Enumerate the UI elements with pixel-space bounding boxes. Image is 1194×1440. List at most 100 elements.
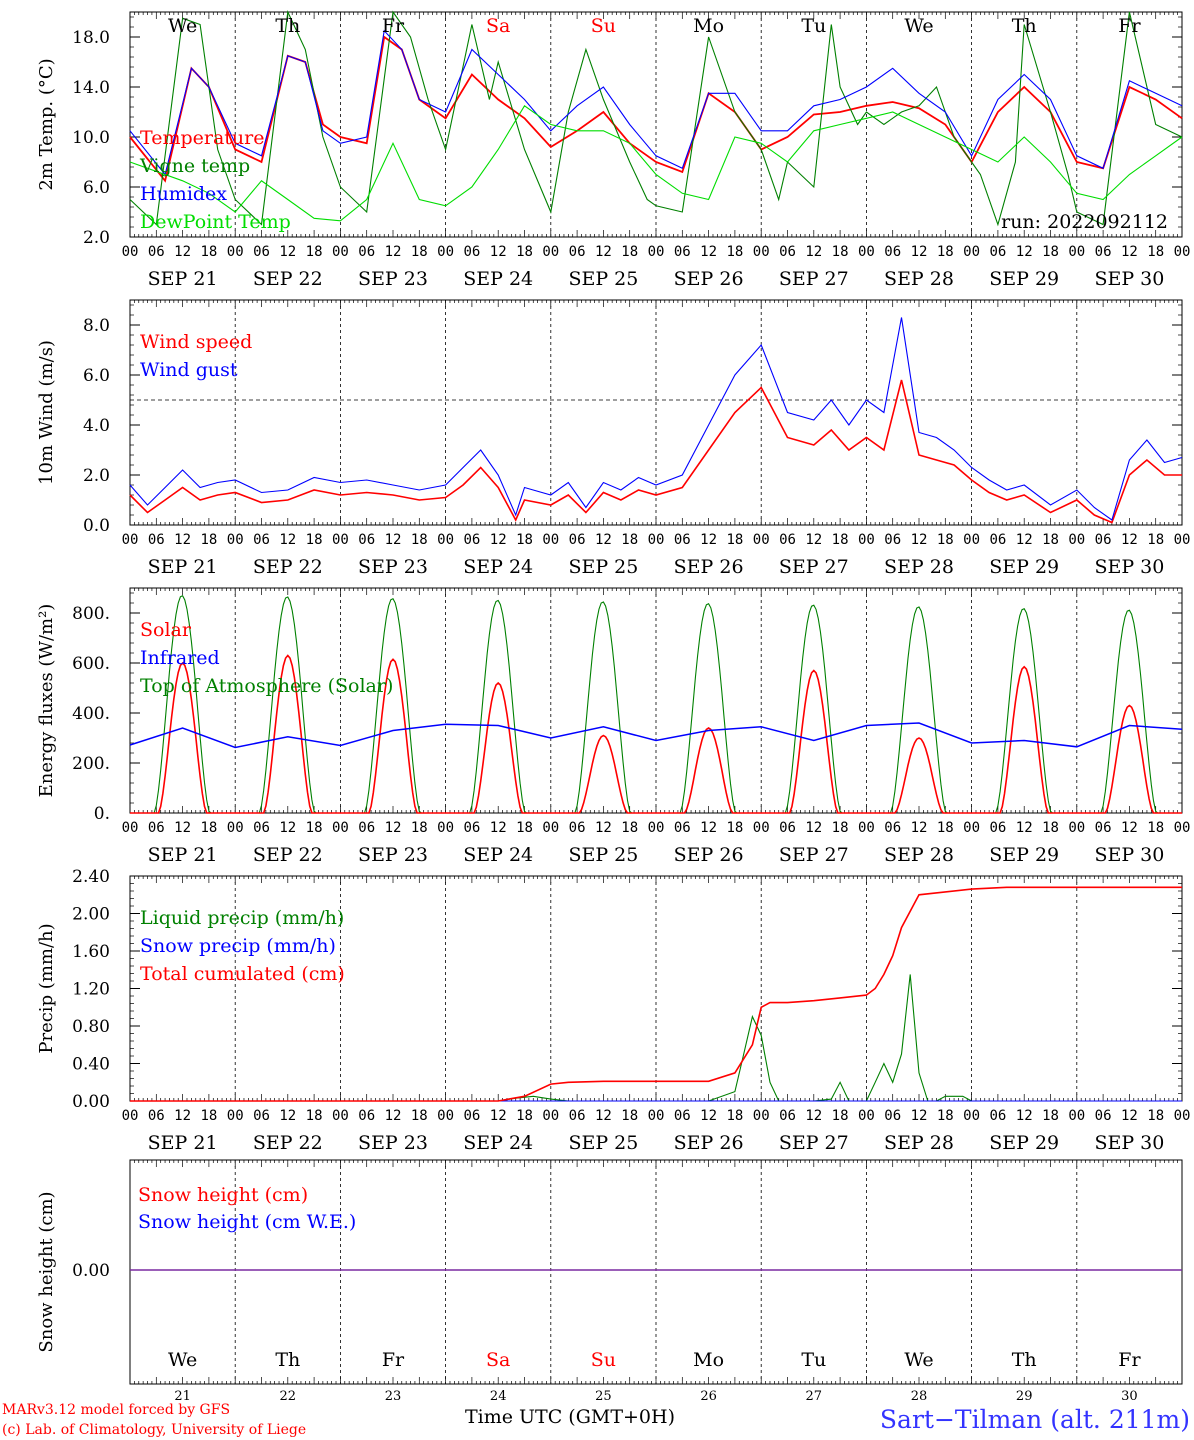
date-label: SEP 23 <box>358 556 428 578</box>
hour-tick-label: 12 <box>911 820 928 836</box>
panel-frame <box>129 587 1183 814</box>
day-number: 28 <box>911 1389 928 1404</box>
weekday-label-bottom: Sa <box>486 1349 510 1371</box>
day-number: 27 <box>806 1389 823 1404</box>
hour-tick-label: 18 <box>621 532 638 548</box>
day-number: 26 <box>700 1389 717 1404</box>
hour-tick-label: 18 <box>1042 532 1059 548</box>
y-tick-label: 0.80 <box>72 1017 110 1037</box>
hour-tick-label: 18 <box>1147 532 1164 548</box>
day-number: 30 <box>1121 1389 1138 1404</box>
hour-tick-label: 00 <box>1174 1108 1191 1124</box>
hour-tick-label: 12 <box>279 532 296 548</box>
series-wind_speed <box>129 379 1182 524</box>
hour-tick-label: 12 <box>805 1108 822 1124</box>
hour-tick-label: 12 <box>700 820 717 836</box>
hour-tick-label: 06 <box>674 244 691 260</box>
day-number: 25 <box>595 1389 612 1404</box>
weekday-label: Th <box>275 15 300 37</box>
hour-tick-label: 06 <box>569 820 586 836</box>
weekday-label: Th <box>1012 15 1037 37</box>
hour-tick-label: 18 <box>726 1108 743 1124</box>
hour-tick-label: 18 <box>726 244 743 260</box>
hour-tick-label: 18 <box>937 532 954 548</box>
hour-tick-label: 12 <box>805 244 822 260</box>
footer-line-2: (c) Lab. of Climatology, University of L… <box>2 1422 306 1438</box>
weekday-label-bottom: Tu <box>801 1349 826 1371</box>
hour-tick-label: 06 <box>884 1108 901 1124</box>
hour-tick-label: 12 <box>385 532 402 548</box>
panel-frame <box>129 299 1183 526</box>
hour-tick-label: 18 <box>832 532 849 548</box>
day-number: 23 <box>385 1389 402 1404</box>
hour-tick-label: 12 <box>490 820 507 836</box>
hour-tick-label: 18 <box>306 244 323 260</box>
hour-tick-label: 00 <box>753 244 770 260</box>
weekday-label: We <box>168 15 197 37</box>
hour-tick-label: 00 <box>1174 820 1191 836</box>
hour-tick-label: 18 <box>832 1108 849 1124</box>
date-label: SEP 21 <box>148 556 218 578</box>
date-label: SEP 28 <box>884 268 954 290</box>
hour-tick-label: 18 <box>726 820 743 836</box>
date-label: SEP 24 <box>463 1132 533 1154</box>
day-number: 22 <box>280 1389 297 1404</box>
hour-tick-label: 18 <box>621 820 638 836</box>
hour-tick-label: 00 <box>858 1108 875 1124</box>
hour-tick-label: 18 <box>1042 244 1059 260</box>
hour-tick-label: 06 <box>989 244 1006 260</box>
y-tick-label: 1.60 <box>72 942 110 962</box>
hour-tick-label: 12 <box>911 1108 928 1124</box>
hour-tick-label: 00 <box>858 820 875 836</box>
y-tick-label: 0.00 <box>72 1261 110 1281</box>
weekday-label-bottom: Mo <box>693 1349 724 1371</box>
hour-tick-label: 12 <box>595 244 612 260</box>
hour-tick-label: 18 <box>411 820 428 836</box>
series-cumul <box>130 886 1182 1102</box>
hour-tick-label: 06 <box>253 820 270 836</box>
hour-tick-label: 18 <box>516 532 533 548</box>
hour-tick-label: 12 <box>1121 1108 1138 1124</box>
hour-tick-label: 12 <box>595 820 612 836</box>
y-tick-label: 6.0 <box>83 178 110 198</box>
date-label: SEP 23 <box>358 268 428 290</box>
series-vigne <box>129 10 1183 227</box>
hour-tick-label: 00 <box>542 532 559 548</box>
hour-tick-label: 12 <box>1121 820 1138 836</box>
hour-tick-label: 18 <box>200 532 217 548</box>
date-label: SEP 29 <box>989 844 1059 866</box>
hour-tick-label: 18 <box>1147 820 1164 836</box>
date-label: SEP 27 <box>779 556 849 578</box>
hour-tick-label: 06 <box>463 1108 480 1124</box>
hour-tick-label: 06 <box>358 244 375 260</box>
hour-tick-label: 00 <box>963 244 980 260</box>
weekday-label: Sa <box>486 15 510 37</box>
hour-tick-label: 12 <box>279 820 296 836</box>
hour-tick-label: 00 <box>648 532 665 548</box>
panel-frame <box>129 11 1183 238</box>
hour-tick-label: 12 <box>1016 532 1033 548</box>
hour-tick-label: 06 <box>779 532 796 548</box>
hour-tick-label: 06 <box>569 244 586 260</box>
hour-tick-label: 00 <box>753 1108 770 1124</box>
y-axis-title: 10m Wind (m/s) <box>36 340 57 485</box>
legend-snow_precip: Snow precip (mm/h) <box>140 935 336 957</box>
legend-dewpoint: DewPoint Temp <box>140 211 291 233</box>
date-label: SEP 25 <box>568 556 638 578</box>
date-label: SEP 22 <box>253 1132 323 1154</box>
hour-tick-label: 06 <box>148 532 165 548</box>
hour-tick-label: 00 <box>122 820 139 836</box>
date-label: SEP 29 <box>989 268 1059 290</box>
y-tick-label: 2.0 <box>83 228 110 248</box>
hour-tick-label: 18 <box>937 244 954 260</box>
weekday-label: We <box>904 15 933 37</box>
hour-tick-label: 00 <box>542 820 559 836</box>
hour-tick-label: 00 <box>1174 244 1191 260</box>
hour-tick-label: 06 <box>674 1108 691 1124</box>
hour-tick-label: 00 <box>648 820 665 836</box>
hour-tick-label: 18 <box>621 244 638 260</box>
hour-tick-label: 12 <box>174 244 191 260</box>
hour-tick-label: 06 <box>674 532 691 548</box>
hour-tick-label: 00 <box>437 244 454 260</box>
